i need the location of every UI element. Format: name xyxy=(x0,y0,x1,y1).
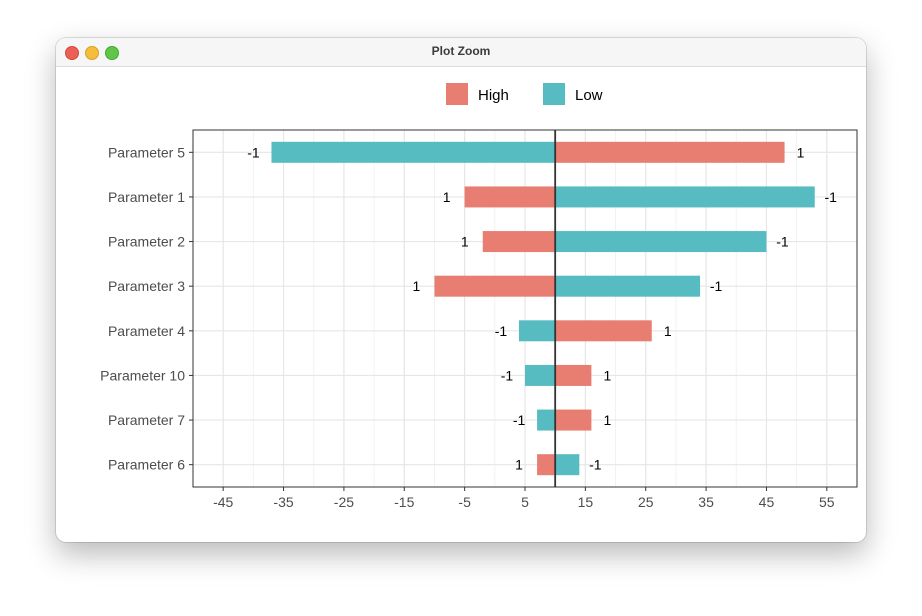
data-label: 1 xyxy=(413,278,421,294)
bar-low xyxy=(555,454,580,476)
data-label: -1 xyxy=(501,367,514,383)
bar-low xyxy=(555,186,815,208)
data-label: -1 xyxy=(513,412,526,428)
data-label: 1 xyxy=(604,367,612,383)
x-tick-label: 45 xyxy=(759,494,775,510)
data-label: -1 xyxy=(825,189,838,205)
window-title: Plot Zoom xyxy=(431,44,491,58)
x-tick-label: -5 xyxy=(458,494,471,510)
bar-high xyxy=(555,409,592,431)
y-tick-label: Parameter 4 xyxy=(108,323,185,339)
data-label: 1 xyxy=(797,144,805,160)
x-tick-label: 15 xyxy=(578,494,594,510)
data-label: -1 xyxy=(247,144,260,160)
bar-high xyxy=(464,186,556,208)
bar-low xyxy=(537,409,556,431)
x-tick-label: 55 xyxy=(819,494,835,510)
data-label: 1 xyxy=(461,234,469,250)
zoom-button[interactable] xyxy=(105,46,119,60)
plot-zoom-window: Plot Zoom 1 1 1 1 1 1 1 1 -1 -1 -1 -1 -1 -1 -1 -1 Parame… xyxy=(56,38,866,542)
bar-high xyxy=(555,320,652,342)
y-tick-label: Parameter 7 xyxy=(108,412,185,428)
data-label: -1 xyxy=(589,457,602,473)
tornado-chart: 1 1 1 1 1 1 1 1 -1 -1 -1 -1 -1 -1 -1 -1 Parameter 5 Param… xyxy=(100,83,858,510)
data-label: -1 xyxy=(776,234,789,250)
legend-key-high xyxy=(446,83,468,105)
y-tick-label: Parameter 2 xyxy=(108,234,185,250)
x-tick-label: -45 xyxy=(213,494,233,510)
data-label: 1 xyxy=(443,189,451,205)
legend-label: Low xyxy=(575,87,603,104)
title-bar: Plot Zoom xyxy=(56,38,866,67)
y-tick-label: Parameter 1 xyxy=(108,189,185,205)
y-tick-label: Parameter 10 xyxy=(100,367,185,383)
x-tick-label: -15 xyxy=(394,494,414,510)
bar-high xyxy=(434,275,556,297)
legend-key-low xyxy=(543,83,565,105)
bar-low xyxy=(271,141,556,163)
bar-low xyxy=(555,275,701,297)
plot-area: 1 1 1 1 1 1 1 1 -1 -1 -1 -1 -1 -1 -1 -1 Parameter 5 Param… xyxy=(56,67,866,542)
data-label: 1 xyxy=(604,412,612,428)
bar-high xyxy=(555,364,592,386)
y-tick-label: Parameter 3 xyxy=(108,278,185,294)
data-label: 1 xyxy=(515,457,523,473)
x-tick-label: -25 xyxy=(334,494,354,510)
bar-high xyxy=(482,231,556,253)
bar-low xyxy=(555,231,767,253)
close-button[interactable] xyxy=(65,46,79,60)
x-tick-label: 25 xyxy=(638,494,654,510)
y-tick-label: Parameter 5 xyxy=(108,144,185,160)
bar-high xyxy=(555,141,785,163)
data-label: -1 xyxy=(710,278,723,294)
bar-high xyxy=(537,454,556,476)
data-label: 1 xyxy=(664,323,672,339)
y-tick-label: Parameter 6 xyxy=(108,457,185,473)
minimize-button[interactable] xyxy=(85,46,99,60)
x-tick-label: -35 xyxy=(273,494,293,510)
bar-low xyxy=(525,364,556,386)
x-tick-label: 5 xyxy=(521,494,529,510)
x-tick-label: 35 xyxy=(698,494,714,510)
data-label: -1 xyxy=(495,323,508,339)
bar-low xyxy=(518,320,556,342)
legend-label: High xyxy=(478,87,509,104)
